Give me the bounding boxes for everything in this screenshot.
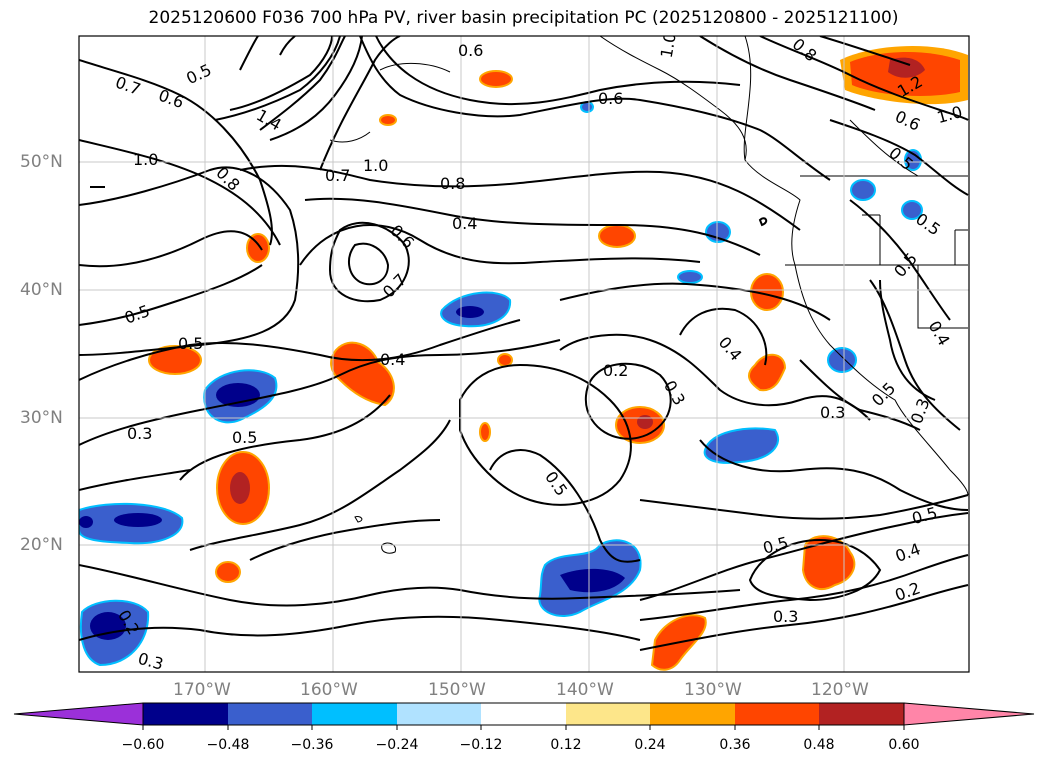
colorbar-bin	[650, 703, 735, 725]
colorbar-bin	[481, 703, 566, 725]
lat-label-30n: 30°N	[20, 408, 63, 428]
positive-anomaly-blob	[801, 535, 856, 590]
negative-anomaly-blob	[901, 200, 923, 220]
lon-label-150w: 150°W	[428, 680, 486, 700]
positive-anomaly-core	[230, 472, 250, 504]
positive-anomaly-blob	[497, 353, 513, 367]
contour-label: 0.3	[136, 649, 166, 674]
contour-label: 0.3	[820, 403, 845, 422]
colorbar-tick-label: −0.12	[459, 737, 503, 753]
contour-label: 1.0	[363, 156, 388, 175]
colorbar-tick-label: −0.24	[375, 737, 419, 753]
coastlines	[90, 36, 969, 554]
negative-anomaly-core	[560, 568, 625, 593]
contour-label: 0.4	[380, 350, 405, 369]
negative-anomaly-blob	[850, 179, 876, 201]
positive-anomaly-core	[637, 415, 653, 429]
negative-anomaly-blob	[703, 427, 780, 464]
positive-anomaly-blob	[748, 353, 787, 392]
positive-anomaly-blob	[479, 422, 491, 442]
graticule	[79, 36, 969, 672]
colorbar-bin	[566, 703, 650, 725]
contour-label: 0.2	[603, 361, 628, 380]
contour-label: 0.6	[458, 41, 483, 60]
lat-label-50n: 50°N	[20, 152, 63, 172]
colorbar-tick-label: 0.24	[634, 737, 666, 753]
colorbar-tick-label: 0.60	[888, 737, 920, 753]
negative-anomaly-core	[79, 516, 93, 528]
lon-label-130w: 130°W	[684, 680, 742, 700]
positive-anomaly-blob	[215, 561, 241, 583]
lon-label-140w: 140°W	[556, 680, 614, 700]
contour-label: 0.4	[452, 214, 477, 233]
positive-anomaly-blob	[246, 233, 270, 263]
positive-anomaly-core	[888, 57, 925, 78]
colorbar-extend-high	[903, 702, 1035, 726]
lon-label-170w: 170°W	[173, 680, 231, 700]
contour-label: 1.0	[133, 150, 158, 169]
colorbar	[13, 702, 1035, 730]
contour-label: 0.3	[127, 424, 152, 443]
map-frame	[78, 35, 970, 673]
colorbar-tick-label: −0.60	[121, 737, 165, 753]
map-title: 2025120600 F036 700 hPa PV, river basin …	[148, 8, 899, 28]
lat-label-20n: 20°N	[20, 535, 63, 555]
colorbar-bin	[228, 703, 312, 725]
contour-label: 1.0	[657, 31, 680, 59]
negative-anomaly-core	[90, 612, 126, 640]
lon-label-120w: 120°W	[811, 680, 869, 700]
colorbar-bin	[312, 703, 397, 725]
colorbar-tick-label: 0.12	[550, 737, 582, 753]
contour-label: 0.8	[440, 174, 465, 193]
negative-anomaly-blob	[827, 347, 857, 373]
contour-label: 0.5	[232, 428, 257, 447]
colorbar-tick-label: 0.48	[803, 737, 835, 753]
positive-anomaly-blob	[598, 224, 636, 248]
negative-anomaly-blob	[677, 270, 703, 284]
colorbar-extend-low	[13, 702, 144, 726]
negative-anomaly-core	[456, 306, 484, 318]
pv-contours	[79, 36, 969, 651]
negative-anomaly-core	[114, 513, 162, 527]
contour-label: 0.7	[325, 166, 350, 185]
lon-label-160w: 160°W	[300, 680, 358, 700]
contour-label: 0.6	[598, 89, 623, 108]
colorbar-bin	[735, 703, 819, 725]
colorbar-tick-label: 0.36	[719, 737, 751, 753]
contour-label: 0.3	[773, 607, 798, 626]
colorbar-bin	[397, 703, 481, 725]
colorbar-tick-label: −0.36	[290, 737, 334, 753]
positive-anomaly-blob	[479, 70, 513, 88]
contour-label: 0.5	[178, 334, 203, 353]
positive-anomaly-blob	[148, 345, 202, 375]
colorbar-bin	[143, 703, 228, 725]
colorbar-tick-label: −0.48	[206, 737, 250, 753]
lat-label-40n: 40°N	[20, 280, 63, 300]
colorbar-bin	[819, 703, 904, 725]
positive-anomaly-blob	[379, 114, 397, 126]
